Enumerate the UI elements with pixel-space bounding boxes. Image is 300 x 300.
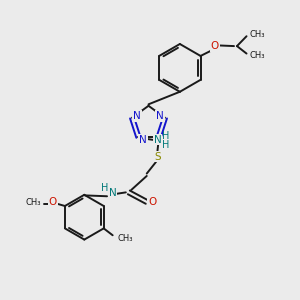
Text: N: N xyxy=(154,134,162,145)
Text: CH₃: CH₃ xyxy=(117,234,133,243)
Text: CH₃: CH₃ xyxy=(250,51,265,60)
Text: N: N xyxy=(109,188,116,198)
Text: S: S xyxy=(154,152,160,161)
Text: O: O xyxy=(211,41,219,51)
Text: CH₃: CH₃ xyxy=(250,30,265,39)
Text: N: N xyxy=(156,111,164,121)
Text: H: H xyxy=(162,140,169,150)
Text: CH₃: CH₃ xyxy=(26,198,41,207)
Text: N: N xyxy=(133,111,141,121)
Text: O: O xyxy=(49,197,57,207)
Text: N: N xyxy=(139,134,147,145)
Text: H: H xyxy=(162,130,169,141)
Text: O: O xyxy=(148,197,156,207)
Text: H: H xyxy=(101,183,109,193)
